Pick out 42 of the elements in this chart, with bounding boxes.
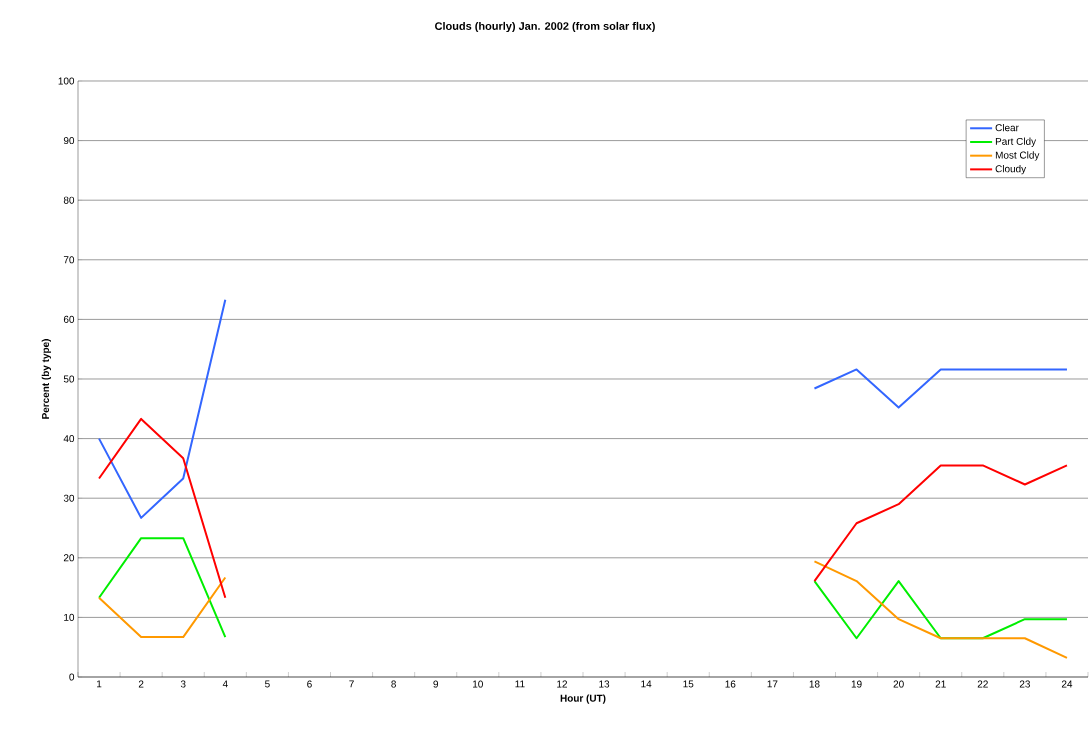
y-tick-label: 20 <box>63 554 75 562</box>
x-tick-label: 16 <box>725 680 736 688</box>
y-axis-title: Percent (by type) <box>41 339 52 419</box>
x-tick-label: 7 <box>349 680 354 688</box>
legend-label: Cloudy <box>995 165 1027 175</box>
y-tick-label: 80 <box>63 196 75 204</box>
x-tick-label: 8 <box>391 680 396 688</box>
y-tick-label: 70 <box>63 256 75 264</box>
x-tick-label: 9 <box>433 680 439 688</box>
legend-label: Clear <box>995 123 1019 132</box>
x-tick-label: 10 <box>473 680 483 688</box>
x-tick-label: 19 <box>851 680 862 688</box>
y-tick-label: 0 <box>69 673 75 681</box>
x-tick-label: 23 <box>1019 680 1030 688</box>
x-tick-label: 6 <box>307 680 312 688</box>
legend-label: Part Cldy <box>995 137 1037 147</box>
x-tick-label: 1 <box>97 680 102 688</box>
x-tick-label: 20 <box>893 680 904 688</box>
x-tick-label: 3 <box>180 680 186 688</box>
x-axis-title: Hour (UT) <box>560 694 606 704</box>
y-tick-label: 60 <box>63 315 75 323</box>
legend-label: Most Cldy <box>995 151 1040 161</box>
x-tick-label: 24 <box>1061 680 1073 688</box>
x-tick-label: 4 <box>222 680 228 688</box>
x-tick-label: 14 <box>641 680 652 688</box>
chart-title: Clouds (hourly) Jan. 2002 (from solar flux) <box>435 21 655 33</box>
x-tick-label: 15 <box>683 680 694 688</box>
y-tick-label: 100 <box>58 77 75 85</box>
x-tick-label: 13 <box>599 680 610 688</box>
x-tick-label: 12 <box>557 680 568 688</box>
y-tick-label: 90 <box>63 137 75 145</box>
y-tick-label: 30 <box>63 494 75 502</box>
y-tick-label: 50 <box>63 375 75 383</box>
x-tick-label: 17 <box>767 680 778 688</box>
y-tick-label: 10 <box>64 613 75 621</box>
y-tick-label: 40 <box>63 435 75 443</box>
x-tick-label: 22 <box>977 680 988 688</box>
x-tick-label: 21 <box>935 680 946 688</box>
x-tick-label: 2 <box>138 680 144 688</box>
x-tick-label: 5 <box>265 680 270 688</box>
x-tick-label: 11 <box>515 680 525 688</box>
x-tick-label: 18 <box>809 680 820 688</box>
